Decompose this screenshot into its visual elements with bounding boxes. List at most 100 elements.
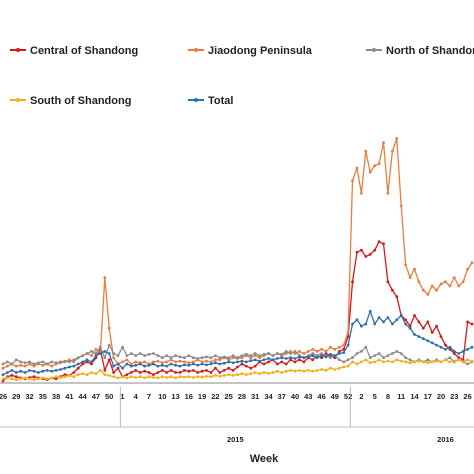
data-point	[81, 372, 84, 376]
data-point	[399, 352, 403, 355]
data-point	[298, 358, 301, 362]
x-tick-label: 29	[12, 392, 20, 401]
data-point	[45, 377, 49, 381]
year-label: 2016	[437, 435, 454, 444]
data-point	[90, 360, 93, 364]
data-point	[377, 240, 381, 244]
data-point	[298, 355, 301, 359]
data-point	[382, 356, 385, 360]
data-point	[426, 361, 430, 365]
legend-item-jiaodong-peninsula: Jiaodong Peninsula	[188, 45, 313, 57]
data-point	[112, 356, 115, 360]
data-point	[444, 343, 447, 347]
data-point	[196, 375, 200, 379]
x-tick-label: 17	[424, 392, 432, 401]
data-point	[23, 376, 27, 380]
legend-marker	[16, 98, 20, 102]
data-point	[63, 366, 67, 370]
data-point	[81, 354, 84, 357]
legend-label: South of Shandong	[30, 95, 131, 107]
data-point	[41, 363, 45, 367]
data-point	[222, 374, 226, 377]
x-tick-label: 11	[397, 392, 405, 401]
x-tick-label: 46	[317, 392, 325, 401]
data-point	[10, 374, 14, 377]
data-point	[360, 191, 363, 195]
data-point	[267, 360, 270, 364]
legend-label: North of Shandong	[386, 45, 474, 57]
data-point	[386, 354, 390, 357]
data-point	[174, 354, 178, 357]
x-tick-label: 8	[386, 392, 390, 401]
data-point	[320, 354, 323, 357]
data-point	[435, 359, 438, 363]
data-point	[306, 350, 310, 353]
data-point	[284, 362, 288, 366]
x-tick-label: 4	[134, 392, 139, 401]
data-point	[116, 354, 120, 357]
data-point	[360, 350, 363, 353]
data-point	[351, 280, 354, 284]
data-point	[382, 360, 385, 364]
x-tick-label: 52	[344, 392, 352, 401]
data-point	[152, 352, 155, 355]
data-point	[218, 374, 222, 378]
data-point	[430, 331, 434, 334]
data-point	[253, 358, 257, 362]
data-point	[377, 352, 381, 355]
data-point	[121, 345, 124, 349]
data-point	[214, 354, 217, 357]
data-point	[90, 350, 93, 353]
data-point	[399, 314, 403, 317]
data-point	[280, 371, 284, 374]
data-point	[426, 339, 430, 343]
data-point	[76, 356, 80, 360]
data-point	[156, 376, 160, 380]
data-point	[439, 360, 443, 364]
data-point	[187, 363, 191, 367]
data-point	[37, 377, 40, 381]
data-point	[1, 373, 5, 376]
data-point	[435, 343, 438, 347]
data-point	[386, 280, 390, 284]
x-tick-label: 19	[198, 392, 206, 401]
data-point	[457, 356, 461, 360]
data-point	[6, 371, 9, 374]
data-point	[253, 364, 257, 368]
data-point	[54, 361, 58, 365]
data-point	[200, 369, 204, 373]
data-point	[457, 352, 461, 355]
data-point	[391, 352, 394, 355]
data-point	[19, 377, 23, 381]
data-point	[165, 360, 169, 364]
legend-item-total: Total	[188, 95, 233, 107]
x-tick-label: 5	[373, 392, 377, 401]
data-point	[169, 369, 173, 372]
x-tick-label: 41	[65, 392, 73, 401]
data-point	[324, 350, 328, 353]
data-point	[200, 375, 204, 379]
data-point	[311, 354, 315, 357]
data-point	[284, 352, 288, 355]
data-point	[244, 364, 248, 368]
x-tick-label: 7	[147, 392, 151, 401]
data-point	[311, 369, 315, 373]
data-point	[174, 376, 178, 380]
data-point	[404, 356, 407, 360]
legend-item-south-of-shandong: South of Shandong	[10, 95, 131, 107]
data-point	[214, 366, 217, 370]
data-point	[59, 376, 62, 379]
data-point	[351, 322, 354, 326]
data-point	[382, 320, 385, 324]
data-point	[360, 324, 363, 328]
data-point	[346, 331, 350, 334]
data-point	[355, 166, 359, 170]
data-point	[382, 141, 385, 145]
data-point	[152, 362, 155, 366]
data-point	[200, 360, 204, 364]
data-point	[311, 347, 315, 351]
legend-marker	[372, 48, 376, 52]
x-tick-label: 47	[92, 392, 100, 401]
data-point	[320, 352, 323, 355]
data-point	[160, 375, 164, 379]
